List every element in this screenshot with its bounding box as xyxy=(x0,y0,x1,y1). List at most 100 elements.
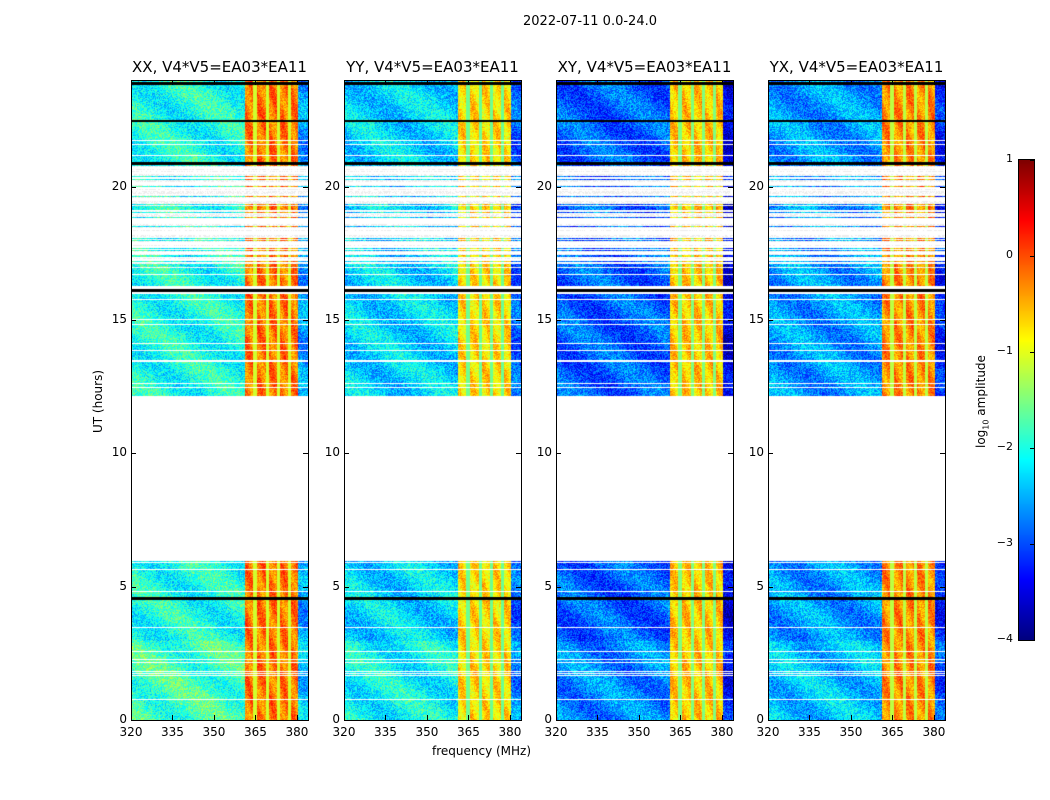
y-tick-right xyxy=(940,186,945,188)
y-tick xyxy=(131,586,136,588)
colorbar-tick-label: −4 xyxy=(996,632,1013,645)
y-tick-label: 10 xyxy=(111,445,127,460)
y-tick-label: 15 xyxy=(324,312,340,326)
y-tick xyxy=(131,186,136,188)
x-tick-top xyxy=(426,80,428,85)
x-tick xyxy=(892,715,894,720)
y-tick-label: 15 xyxy=(536,312,552,326)
x-tick xyxy=(850,715,852,720)
y-tick-right xyxy=(728,720,733,721)
y-tick xyxy=(131,320,136,321)
y-tick xyxy=(344,586,349,588)
heatmap-canvas xyxy=(769,81,945,720)
y-tick-right xyxy=(728,586,733,588)
y-tick xyxy=(344,453,349,455)
y-tick-right xyxy=(516,453,521,455)
x-tick xyxy=(255,715,257,720)
y-tick-right xyxy=(728,453,733,455)
y-tick-label: 0 xyxy=(544,712,552,726)
y-tick-label: 5 xyxy=(756,578,764,593)
colorbar-tick-label: −1 xyxy=(996,344,1013,357)
y-tick xyxy=(131,720,136,721)
y-tick-label: 0 xyxy=(332,712,340,726)
y-tick xyxy=(556,186,561,188)
x-tick-top xyxy=(344,80,345,85)
x-tick-top xyxy=(468,80,470,85)
x-tick-label: 350 xyxy=(839,725,863,739)
x-tick xyxy=(468,715,470,720)
x-tick-label: 320 xyxy=(756,725,780,739)
y-tick xyxy=(768,320,773,321)
y-tick-label: 10 xyxy=(748,445,764,460)
y-tick xyxy=(556,720,561,721)
y-tick-right xyxy=(303,586,308,588)
y-tick-label: 5 xyxy=(332,578,340,593)
x-tick-top xyxy=(809,80,811,85)
y-tick-right xyxy=(516,320,521,321)
y-tick-right xyxy=(516,720,521,721)
heatmap-panel xyxy=(556,80,734,721)
y-tick-right xyxy=(940,720,945,721)
x-tick-top xyxy=(385,80,387,85)
x-tick-top xyxy=(680,80,682,85)
x-tick xyxy=(172,715,174,720)
y-tick xyxy=(768,186,773,188)
x-tick-label: 365 xyxy=(881,725,904,739)
x-tick-label: 335 xyxy=(374,725,397,739)
colorbar-tick xyxy=(1030,544,1034,545)
heatmap-canvas xyxy=(345,81,521,720)
y-tick-right xyxy=(303,186,308,188)
panel-title: YY, V4*V5=EA03*EA11 xyxy=(346,58,519,76)
x-tick-label: 350 xyxy=(415,725,439,739)
x-tick-top xyxy=(721,80,723,85)
x-tick-top xyxy=(172,80,174,85)
x-tick-label: 365 xyxy=(669,725,692,739)
colorbar-label: log10 amplitude xyxy=(974,355,991,448)
x-tick-top xyxy=(556,80,557,85)
colorbar-tick-label: 1 xyxy=(1006,152,1013,165)
x-tick-top xyxy=(768,80,769,85)
x-tick xyxy=(638,715,640,720)
heatmap-panel xyxy=(768,80,946,721)
x-tick xyxy=(131,715,132,720)
y-tick xyxy=(556,453,561,455)
x-tick xyxy=(721,715,723,720)
y-axis-label: UT (hours) xyxy=(91,369,105,433)
figure-title: 2022-07-11 0.0-24.0 xyxy=(523,14,657,29)
y-tick-label: 15 xyxy=(111,312,127,326)
x-tick xyxy=(597,715,599,720)
y-tick-label: 20 xyxy=(324,178,340,193)
y-tick-label: 20 xyxy=(536,178,552,193)
x-tick-top xyxy=(933,80,935,85)
y-tick-label: 5 xyxy=(544,578,552,593)
x-tick xyxy=(296,715,298,720)
y-tick-right xyxy=(940,320,945,321)
x-tick-label: 350 xyxy=(202,725,226,739)
colorbar xyxy=(1018,159,1035,641)
x-tick xyxy=(509,715,511,720)
colorbar-tick xyxy=(1030,352,1034,353)
y-tick-right xyxy=(303,320,308,321)
y-tick-label: 15 xyxy=(748,312,764,326)
x-tick xyxy=(933,715,935,720)
panel-title: XY, V4*V5=EA03*EA11 xyxy=(557,58,732,76)
y-tick-label: 10 xyxy=(536,445,552,460)
y-tick xyxy=(768,720,773,721)
heatmap-panel xyxy=(131,80,309,721)
x-tick-label: 320 xyxy=(119,725,143,739)
x-tick xyxy=(556,715,557,720)
x-tick-top xyxy=(131,80,132,85)
y-tick-label: 20 xyxy=(111,178,127,193)
colorbar-tick-label: 0 xyxy=(1006,248,1013,261)
x-tick-label: 380 xyxy=(498,725,522,739)
x-tick xyxy=(768,715,769,720)
y-tick-right xyxy=(940,586,945,588)
y-tick xyxy=(344,186,349,188)
panel-title: YX, V4*V5=EA03*EA11 xyxy=(769,58,944,76)
heatmap-panel xyxy=(344,80,522,721)
colorbar-tick xyxy=(1030,640,1034,641)
x-tick-top xyxy=(296,80,298,85)
panel-title: XX, V4*V5=EA03*EA11 xyxy=(132,58,307,76)
x-tick xyxy=(809,715,811,720)
